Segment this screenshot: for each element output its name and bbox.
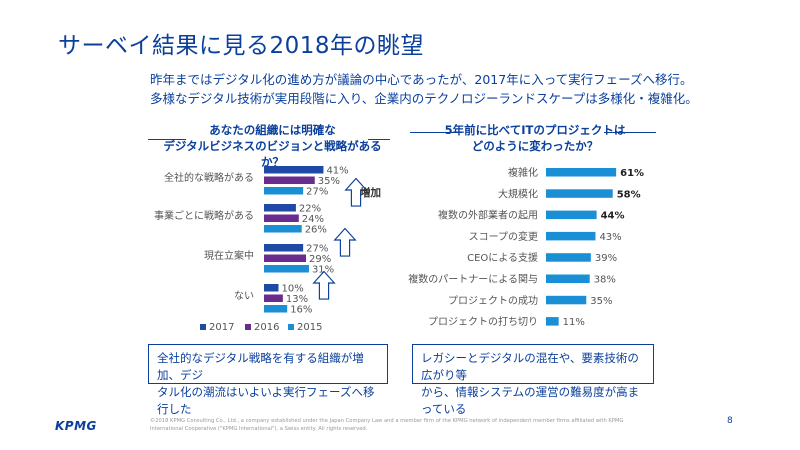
data-label: 61% bbox=[620, 168, 644, 179]
data-label: 27% bbox=[306, 187, 328, 198]
right-conclusion-box: レガシーとデジタルの混在や、要素技術の広がり等 から、情報システムの運営の難易度… bbox=[412, 344, 654, 416]
left-heading-rule-right bbox=[368, 139, 390, 140]
category-label: 複数のパートナーによる関与 bbox=[408, 273, 538, 286]
category-label: 事業ごとに戦略がある bbox=[154, 209, 254, 222]
category-label: CEOによる支援 bbox=[467, 251, 538, 264]
legend-swatch-2017 bbox=[200, 324, 206, 330]
bar bbox=[546, 253, 591, 262]
intro-line-1: 昨年まではデジタル化の進め方が議論の中心であったが、2017年に入って実行フェー… bbox=[150, 72, 693, 87]
legend-label-2015: 2015 bbox=[297, 322, 322, 333]
data-label: 29% bbox=[309, 254, 331, 265]
data-label: 38% bbox=[594, 275, 616, 286]
slide-title: サーベイ結果に見る2018年の眺望 bbox=[58, 33, 425, 59]
bar bbox=[546, 189, 613, 198]
category-label: 大規模化 bbox=[498, 187, 538, 200]
bar-2017 bbox=[264, 284, 279, 292]
bar-2015 bbox=[264, 305, 288, 313]
category-label: プロジェクトの打ち切り bbox=[428, 315, 538, 328]
legend-swatch-2016 bbox=[245, 324, 251, 330]
left-heading-line-1: あなたの組織には明確な bbox=[209, 123, 336, 137]
category-label: 複数の外部業者の起用 bbox=[438, 209, 538, 222]
right-heading-line-2: どのように変わったか？ bbox=[471, 139, 599, 153]
left-chart-heading: あなたの組織には明確な デジタルビジネスのビジョンと戦略があるか？ bbox=[160, 122, 385, 170]
bar-2017 bbox=[264, 166, 324, 174]
data-label: 10% bbox=[282, 284, 304, 295]
legend-label-2017: 2017 bbox=[209, 322, 234, 333]
increase-arrow-icon bbox=[344, 177, 368, 207]
category-label: 全社的な戦略がある bbox=[164, 171, 254, 184]
data-label: 13% bbox=[286, 294, 308, 305]
footer-disclaimer: ©2018 KPMG Consulting Co., Ltd., a compa… bbox=[150, 418, 624, 432]
bar bbox=[546, 168, 617, 177]
right-heading-rule-left bbox=[410, 132, 462, 133]
legend-swatch-2015 bbox=[288, 324, 294, 330]
bar-2017 bbox=[264, 204, 296, 212]
data-label: 16% bbox=[290, 305, 312, 316]
intro-line-2: 多様なデジタル技術が実用段階に入り、企業内のテクノロジーランドスケープは多様化・… bbox=[150, 91, 698, 106]
bar bbox=[546, 295, 587, 305]
category-label: 複雑化 bbox=[508, 166, 538, 179]
right-conclusion-line-1: レガシーとデジタルの混在や、要素技術の広がり等 bbox=[421, 351, 639, 382]
data-label: 22% bbox=[299, 204, 321, 215]
bar-2015 bbox=[264, 225, 302, 233]
left-heading-line-2: デジタルビジネスのビジョンと戦略があるか？ bbox=[163, 139, 382, 169]
data-label: 27% bbox=[306, 244, 328, 255]
data-label: 58% bbox=[617, 189, 641, 200]
data-label: 43% bbox=[599, 232, 621, 243]
bar bbox=[546, 231, 596, 241]
bar-2015 bbox=[264, 265, 309, 273]
right-heading-line-1: 5年前に比べてITのプロジェクトは bbox=[444, 123, 626, 137]
left-conclusion-box: 全社的なデジタル戦略を有する組織が増加、デジ タル化の潮流はいよいよ実行フェーズ… bbox=[148, 344, 388, 416]
increase-arrow-icon bbox=[333, 227, 357, 257]
bar bbox=[546, 317, 559, 326]
bar-2016 bbox=[264, 254, 307, 262]
intro-text: 昨年まではデジタル化の進め方が議論の中心であったが、2017年に入って実行フェー… bbox=[150, 70, 698, 108]
category-label: ない bbox=[234, 290, 254, 302]
right-conclusion-line-2: から、情報システムの運営の難易度が高まっている bbox=[421, 385, 640, 416]
data-label: 35% bbox=[318, 176, 340, 187]
right-chart-heading: 5年前に比べてITのプロジェクトは どのように変わったか？ bbox=[430, 122, 640, 154]
data-label: 35% bbox=[590, 296, 612, 307]
category-label: 現在立案中 bbox=[204, 249, 254, 262]
bar bbox=[546, 210, 597, 220]
legend-label-2016: 2016 bbox=[254, 322, 279, 333]
data-label: 24% bbox=[302, 214, 324, 225]
data-label: 39% bbox=[595, 253, 617, 264]
bar-2016 bbox=[264, 294, 283, 302]
data-label: 41% bbox=[326, 166, 348, 177]
left-conclusion-line-1: 全社的なデジタル戦略を有する組織が増加、デジ bbox=[157, 351, 364, 382]
category-label: プロジェクトの成功 bbox=[448, 295, 538, 307]
bar bbox=[546, 274, 590, 283]
category-label: スコープの変更 bbox=[469, 230, 538, 243]
bar-2015 bbox=[264, 187, 304, 195]
bar-2016 bbox=[264, 176, 315, 184]
left-conclusion-line-2: タル化の潮流はいよいよ実行フェーズへ移行した bbox=[157, 385, 375, 416]
increase-label: 増加 bbox=[360, 186, 381, 199]
data-label: 31% bbox=[312, 265, 334, 276]
increase-arrow-icon bbox=[312, 270, 336, 300]
right-heading-rule-right bbox=[604, 132, 656, 133]
left-heading-rule-left bbox=[148, 139, 186, 140]
page-number: 8 bbox=[727, 416, 733, 426]
data-label: 26% bbox=[305, 225, 327, 236]
data-label: 11% bbox=[563, 317, 585, 328]
bar-2017 bbox=[264, 244, 304, 252]
bar-2016 bbox=[264, 214, 299, 222]
kpmg-logo: KPMG bbox=[55, 419, 97, 433]
data-label: 44% bbox=[601, 211, 625, 222]
